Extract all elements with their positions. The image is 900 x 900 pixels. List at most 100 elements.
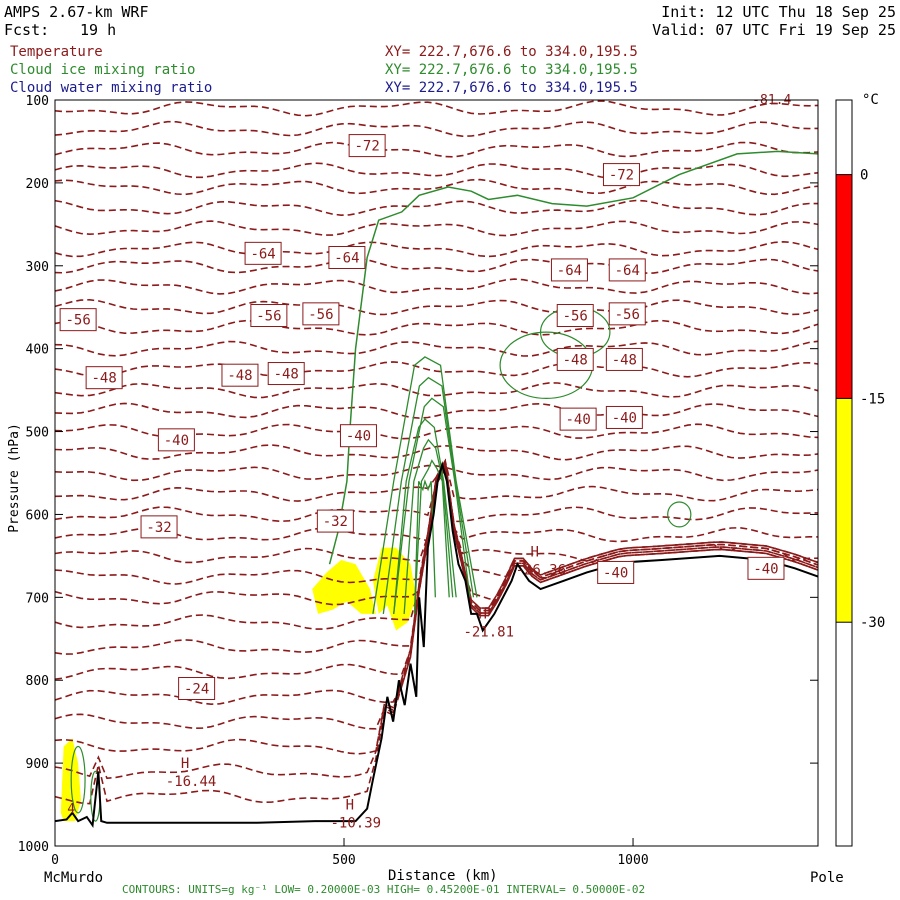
temperature-label-box [59, 308, 97, 332]
isotherm-line [55, 463, 818, 543]
temperature-label: -24 [184, 682, 209, 698]
temperature-label-box [339, 424, 377, 448]
temperature-label: -40 [346, 429, 371, 445]
valid-time: Valid: 07 UTC Fri 19 Sep 25 [652, 21, 896, 39]
cloud-ice-contour [372, 356, 478, 615]
extremum-value: -21.81 [463, 625, 514, 641]
temperature-label: -40 [603, 565, 628, 581]
colorbar-unit: °C [862, 92, 879, 108]
isotherm-line [55, 298, 818, 316]
cloud-ice-contour [382, 376, 475, 614]
isotherm-line [55, 220, 818, 237]
terrain-profile [55, 460, 818, 829]
temperature-label-box [605, 347, 643, 371]
temperature-label: -40 [164, 433, 189, 449]
isotherm-line [55, 444, 818, 461]
temperature-label: -56 [256, 309, 281, 325]
cloud-ice-cell [667, 501, 692, 528]
field-temperature-name: Temperature [10, 44, 103, 60]
temperature-label: -48 [274, 367, 299, 383]
temperature-label: -56 [65, 313, 90, 329]
forecast-label: Fcst: [4, 21, 50, 39]
temperature-label: -64 [250, 246, 275, 262]
temperature-label-box [597, 560, 635, 584]
colorbar-band [836, 622, 852, 846]
y-tick-label: 400 [26, 343, 49, 358]
temperature-label-box [559, 407, 597, 431]
temperature-label-box [178, 677, 216, 701]
isotherm-line [55, 340, 818, 357]
temperature-label-box [302, 302, 340, 326]
x-axis-label: Distance (km) [388, 868, 498, 884]
temperature-label-box [602, 163, 640, 187]
model-title: AMPS 2.67-km WRF [4, 3, 149, 21]
extremum-mark: H [531, 544, 539, 560]
isotherm-line [55, 199, 818, 217]
cloud-ice-cell [70, 745, 86, 814]
terrain-line [55, 460, 818, 829]
isotherm-line [55, 141, 818, 158]
temperature-label: -72 [609, 168, 634, 184]
colorbar-band [836, 398, 852, 623]
field-temperature-xy: XY= 222.7,676.6 to 334.0,195.5 [385, 44, 638, 60]
isotherm-line [55, 178, 818, 196]
temperature-label-box [140, 515, 178, 539]
temperature-label-box [221, 363, 259, 387]
extremum-value: -26.36 [515, 562, 566, 578]
y-tick-label: 300 [26, 260, 49, 275]
temperature-label-box [348, 134, 386, 158]
y-tick-label: 500 [26, 426, 49, 441]
isotherm-line [55, 463, 818, 730]
isotherm-line [55, 162, 818, 179]
temperature-label-box [556, 304, 594, 328]
temperature-label-box [608, 258, 646, 282]
isotherm-line [55, 382, 818, 399]
colorbar-tick-label: 0 [860, 168, 868, 184]
temperature-label: -64 [557, 263, 582, 279]
temperature-label-box [550, 258, 588, 282]
temperature-label: -56 [563, 309, 588, 325]
field-cloud-water-name: Cloud water mixing ratio [10, 80, 213, 96]
temperature-label: -56 [615, 307, 640, 323]
y-tick-label: 700 [26, 591, 49, 606]
colorbar-tick-label: -15 [860, 391, 885, 407]
y-tick-label: 600 [26, 508, 49, 523]
cloud-water-region [372, 547, 417, 631]
y-axis-label: Pressure (hPa) [6, 423, 22, 533]
isotherm-line [55, 423, 818, 440]
init-time: Init: 12 UTC Thu 18 Sep 25 [661, 3, 896, 21]
isotherm-line [55, 319, 818, 336]
temperature-label: -64 [615, 263, 640, 279]
end-location-label: Pole [810, 870, 844, 886]
colorbar-tick-label: -30 [860, 615, 885, 631]
field-cloud-water-xy: XY= 222.7,676.6 to 334.0,195.5 [385, 80, 638, 96]
y-tick-label: 1000 [18, 840, 49, 855]
temperature-label: -48 [563, 352, 588, 368]
colorbar-frame [835, 99, 853, 847]
temperature-label-box [328, 245, 366, 269]
temperature-label: -72 [354, 139, 379, 155]
temperature-label: -56 [308, 307, 333, 323]
y-axis-ticks: 100 200 300 400 500 600 700 800 900 1000 [18, 94, 818, 855]
y-tick-label: 800 [26, 674, 49, 689]
temperature-label: -48 [227, 368, 252, 384]
isotherm-line [55, 465, 818, 706]
x-axis-ticks: 0 500 1000 [51, 838, 649, 868]
temperature-label-box [556, 347, 594, 371]
temperature-label: -40 [753, 561, 778, 577]
y-tick-label: 200 [26, 177, 49, 192]
y-tick-label: 900 [26, 757, 49, 772]
small-label: -81.4 [752, 93, 791, 108]
temperature-label-box [316, 509, 354, 533]
temperature-label: -32 [146, 520, 171, 536]
y-tick-label: 100 [26, 94, 49, 109]
temperature-label-box [747, 556, 785, 580]
temperature-isotherms [55, 100, 818, 805]
temperature-label: -64 [334, 250, 359, 266]
temperature-label: -40 [565, 412, 590, 428]
temperature-label-box [244, 241, 282, 265]
extremum-value: -16.44 [166, 774, 217, 790]
field-cloud-ice-xy: XY= 222.7,676.6 to 334.0,195.5 [385, 62, 638, 78]
cloud-ice-contour [413, 479, 436, 614]
